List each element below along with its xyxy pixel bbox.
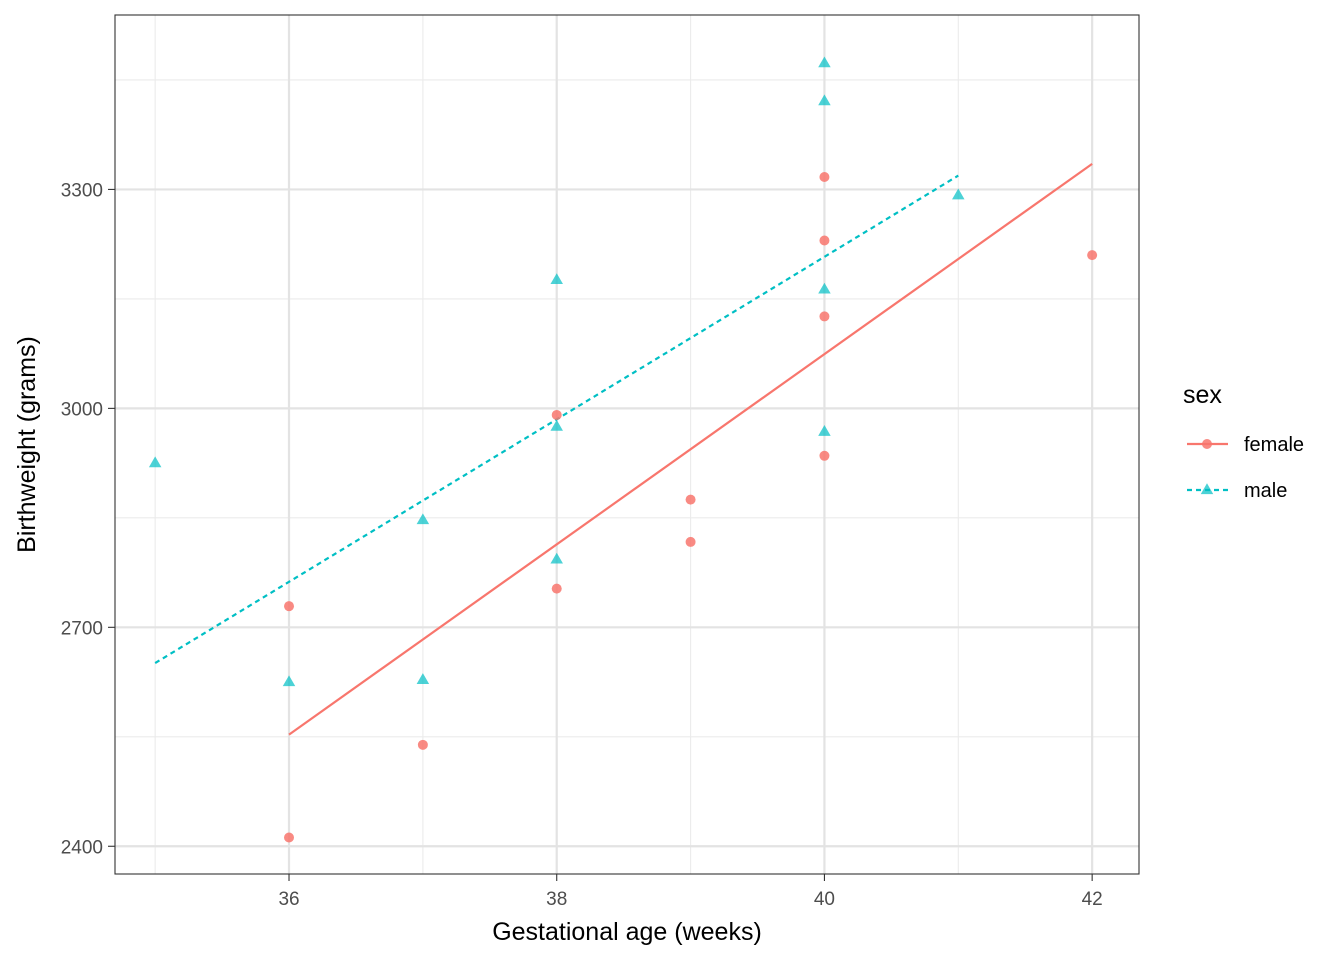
y-axis: 2400 2700 3000 3300 <box>61 180 115 858</box>
y-axis-label: Birthweight (grams) <box>13 336 41 553</box>
female-point <box>685 494 696 505</box>
female-point <box>284 832 295 843</box>
female-point <box>284 601 295 612</box>
x-axis: 36 38 40 42 <box>278 874 1103 910</box>
fit-lines <box>154 162 1093 736</box>
female-fit-line <box>288 162 1093 736</box>
female-point <box>551 583 562 594</box>
male-point <box>282 675 296 687</box>
male-point <box>550 419 563 431</box>
female-legend-marker <box>1202 439 1212 449</box>
y-tick-label: 2400 <box>61 837 103 858</box>
female-point <box>417 739 428 750</box>
male-point <box>818 425 831 436</box>
x-tick-label: 36 <box>278 889 299 910</box>
male-point <box>416 513 430 525</box>
female-point <box>819 235 830 246</box>
x-tick-label: 40 <box>814 889 835 910</box>
male-point <box>148 456 162 468</box>
major-grid <box>115 15 1139 874</box>
male-point <box>550 273 563 285</box>
male-point <box>818 56 831 68</box>
male-point <box>818 282 831 294</box>
male-point <box>952 188 965 200</box>
y-tick-label: 3000 <box>61 399 103 420</box>
x-tick-label: 38 <box>546 889 567 910</box>
female-point <box>551 409 562 420</box>
male-legend-label: male <box>1244 480 1287 502</box>
male-legend-marker <box>1200 483 1214 495</box>
y-tick-label: 3300 <box>61 180 103 201</box>
female-point <box>685 536 696 547</box>
male-point <box>550 552 563 564</box>
female-point <box>819 450 830 461</box>
female-point <box>819 311 830 322</box>
data-points <box>148 56 1098 843</box>
legend-title: sex <box>1183 381 1222 409</box>
legend-items: female male <box>1187 434 1304 502</box>
legend: sex female male <box>1183 381 1304 502</box>
plot-panel-border <box>114 14 1140 875</box>
female-point <box>819 172 830 183</box>
x-tick-label: 42 <box>1082 889 1103 910</box>
minor-grid <box>115 15 1139 874</box>
female-point <box>1087 250 1098 261</box>
y-tick-label: 2700 <box>61 618 103 639</box>
male-point <box>818 94 831 106</box>
female-legend-label: female <box>1244 434 1304 456</box>
x-axis-label: Gestational age (weeks) <box>492 918 762 946</box>
male-point <box>416 673 430 684</box>
